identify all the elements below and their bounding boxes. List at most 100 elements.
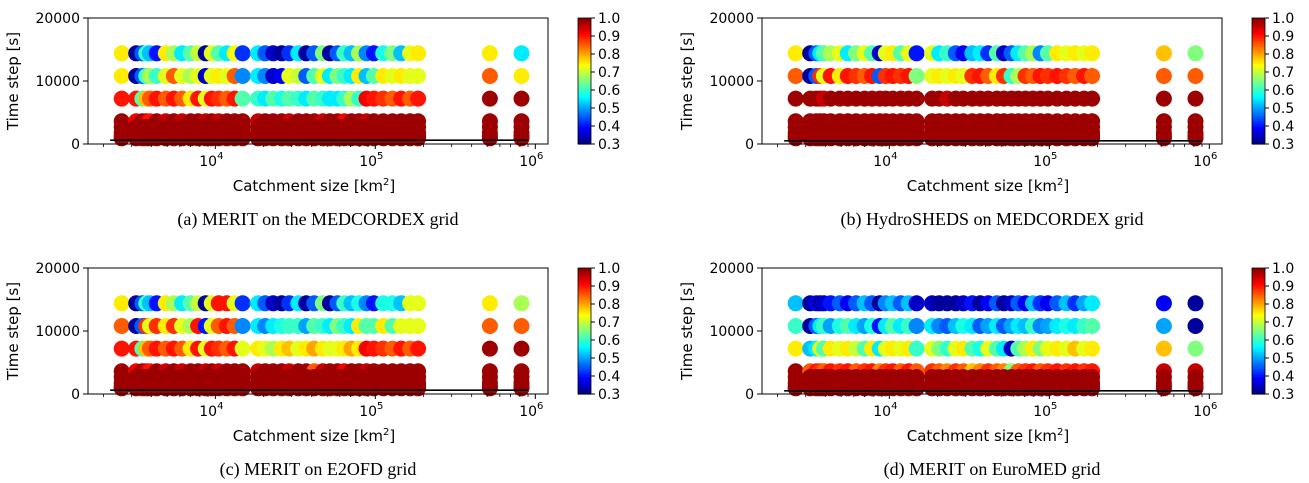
- colorbar-segment: [1252, 339, 1265, 343]
- colorbar-segment: [1252, 74, 1265, 78]
- colorbar-segment: [578, 87, 591, 90]
- colorbar-segment: [578, 36, 591, 40]
- colorbar-segment: [578, 127, 591, 130]
- colorbar-segment: [1252, 381, 1265, 385]
- colorbar-tick-label: 0.9: [1272, 279, 1294, 295]
- colorbar-tick-label: 0.5: [1272, 351, 1294, 367]
- colorbar-segment: [578, 322, 591, 326]
- colorbar-segment: [578, 373, 591, 376]
- colorbar-segment: [1252, 364, 1265, 368]
- colorbar-segment: [1252, 135, 1265, 139]
- data-point: [787, 318, 804, 334]
- colorbar-segment: [578, 305, 591, 309]
- colorbar-segment: [578, 343, 591, 347]
- data-point: [787, 90, 804, 107]
- colorbar-tick-label: 0.6: [1272, 333, 1294, 349]
- colorbar-segment: [578, 133, 591, 137]
- scatter-panel: 0 10000 20000 104 105 106 Catchment size [km2]…: [678, 11, 1294, 230]
- colorbar-segment: [578, 34, 591, 38]
- data-point: [113, 130, 130, 147]
- colorbar-segment: [1252, 314, 1265, 317]
- data-point: [234, 90, 251, 107]
- colorbar-segment: [578, 389, 591, 393]
- colorbar-segment: [578, 76, 591, 80]
- colorbar-segment: [1252, 20, 1265, 23]
- data-point: [1155, 340, 1172, 357]
- data-point: [513, 68, 530, 84]
- colorbar-segment: [1252, 64, 1265, 67]
- colorbar-segment: [1252, 284, 1265, 288]
- colorbar-segment: [578, 108, 591, 111]
- colorbar-segment: [1252, 41, 1265, 44]
- colorbar-segment: [1252, 328, 1265, 332]
- colorbar-segment: [578, 118, 591, 122]
- data-point: [1084, 380, 1101, 397]
- data-point: [1155, 295, 1172, 312]
- colorbar-segment: [578, 349, 591, 353]
- data-point: [908, 45, 925, 62]
- colorbar-segment: [1252, 322, 1265, 326]
- data-point: [1155, 380, 1172, 397]
- colorbar-segment: [1252, 343, 1265, 347]
- colorbar-tick-label: 1.0: [598, 261, 620, 277]
- colorbar-segment: [578, 360, 591, 364]
- colorbar-segment: [578, 83, 591, 86]
- colorbar-segment: [578, 293, 591, 296]
- colorbar-segment: [1252, 301, 1265, 305]
- colorbar-segment: [578, 18, 591, 21]
- colorbar-segment: [1252, 99, 1265, 103]
- colorbar-segment: [578, 139, 591, 143]
- data-point: [481, 295, 498, 312]
- subfigure-caption: (c) MERIT on E2OFD grid: [220, 459, 417, 479]
- colorbar-segment: [578, 310, 591, 313]
- colorbar-segment: [578, 57, 591, 61]
- colorbar-segment: [578, 72, 591, 76]
- colorbar-segment: [1252, 291, 1265, 294]
- colorbar-segment: [1252, 22, 1265, 25]
- data-point: [1084, 45, 1101, 62]
- data-point: [234, 380, 251, 397]
- colorbar-tick-label: 0.6: [598, 333, 620, 349]
- colorbar-tick-label: 0.5: [598, 101, 620, 117]
- colorbar-segment: [1252, 352, 1265, 355]
- x-axis-label: Catchment size [km2]: [907, 427, 1070, 445]
- colorbar-segment: [578, 93, 591, 97]
- colorbar-segment: [1252, 127, 1265, 130]
- colorbar-segment: [1252, 78, 1265, 82]
- colorbar-segment: [578, 354, 591, 357]
- colorbar-segment: [578, 270, 591, 273]
- colorbar-segment: [1252, 49, 1265, 53]
- colorbar-segment: [578, 391, 591, 395]
- colorbar-tick-label: 0.9: [598, 29, 620, 45]
- colorbar-segment: [578, 53, 591, 57]
- data-point: [787, 295, 804, 312]
- colorbar-segment: [578, 141, 591, 145]
- colorbar-segment: [578, 339, 591, 343]
- colorbar-segment: [578, 106, 591, 109]
- data-point: [410, 380, 427, 397]
- colorbar-segment: [1252, 106, 1265, 109]
- data-point: [513, 380, 530, 397]
- data-point: [1187, 295, 1204, 312]
- data-point: [513, 318, 530, 334]
- colorbar-segment: [1252, 18, 1265, 21]
- data-point: [787, 340, 804, 357]
- y-axis-label: Time step [s]: [678, 32, 696, 131]
- colorbar-segment: [578, 358, 591, 361]
- colorbar-tick-label: 0.3: [598, 387, 620, 403]
- colorbar-segment: [578, 347, 591, 351]
- data-point: [113, 380, 130, 397]
- colorbar-segment: [1252, 354, 1265, 357]
- colorbar-segment: [578, 22, 591, 25]
- colorbar-segment: [1252, 137, 1265, 141]
- y-tick-label: 0: [745, 387, 754, 403]
- x-axis-label: Catchment size [km2]: [907, 177, 1070, 195]
- colorbar-segment: [1252, 320, 1265, 324]
- colorbar-segment: [578, 24, 591, 27]
- colorbar-segment: [578, 74, 591, 78]
- colorbar-segment: [1252, 70, 1265, 74]
- data-point: [481, 340, 498, 357]
- colorbar-segment: [578, 137, 591, 141]
- data-point: [410, 318, 427, 334]
- colorbar-tick-label: 0.9: [598, 279, 620, 295]
